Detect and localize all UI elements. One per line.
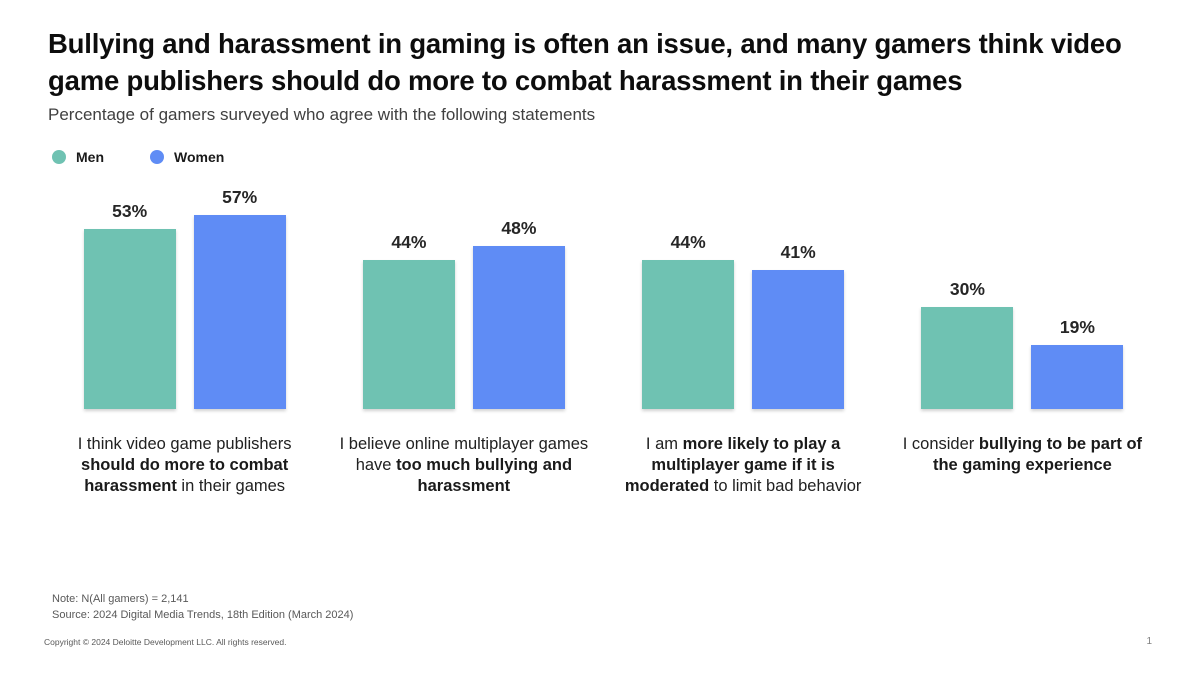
chart-group: 44% 48% I believe online multiplayer games…: [324, 183, 603, 497]
bar-men: [642, 259, 735, 410]
bar-value-label: 44%: [391, 231, 427, 252]
category-label-segment: I think video game publishers: [77, 435, 292, 454]
bar-value-label: 53%: [112, 200, 148, 221]
chart-group: 30% 19% I consider bullying to be part of …: [883, 183, 1162, 497]
bar-pair: 30% 19%: [921, 183, 1124, 410]
category-label: I am more likely to play a multiplayer g…: [614, 434, 872, 497]
bar-value-label: 57%: [222, 187, 258, 208]
category-label-segment: too much bullying and harassment: [396, 456, 573, 496]
category-label-segment: in their games: [176, 477, 286, 496]
bar-pair: 44% 41%: [642, 183, 845, 410]
copyright-text: Copyright © 2024 Deloitte Development LL…: [44, 636, 287, 647]
chart-group: 53% 57% I think video game publishers shou…: [45, 183, 324, 497]
category-label: I think video game publishers should do …: [56, 434, 314, 497]
bar-women: [472, 245, 565, 410]
page-title: Bullying and harassment in gaming is oft…: [48, 28, 1122, 96]
category-label-segment: I believe online multiplayer games have: [339, 435, 589, 475]
bar-men: [362, 259, 455, 410]
legend-item-men: Men: [52, 149, 104, 165]
legend-label: Men: [76, 149, 104, 166]
bar-column-men: 30%: [921, 279, 1014, 410]
category-label-segment: bullying to be part of the gaming experi…: [932, 435, 1143, 475]
bar-column-women: 48%: [472, 217, 565, 410]
bar-column-men: 44%: [642, 231, 735, 410]
bar-pair: 53% 57%: [83, 183, 286, 410]
category-label-segment: I consider: [902, 435, 979, 454]
footer: Copyright © 2024 Deloitte Development LL…: [44, 636, 1152, 647]
legend-dot-icon: [150, 150, 164, 165]
bar-column-women: 19%: [1031, 316, 1124, 410]
footnotes: Note: N(All gamers) = 2,141 Source: 2024…: [52, 592, 353, 624]
bar-column-women: 41%: [752, 241, 845, 410]
bar-pair: 44% 48%: [362, 183, 565, 410]
category-label: I believe online multiplayer games have …: [335, 434, 593, 497]
category-label-segment: more likely to play a multiplayer game i…: [624, 435, 841, 496]
bar-column-men: 44%: [362, 231, 455, 410]
category-label-segment: to limit bad behavior: [709, 477, 862, 496]
chart-groups: 53% 57% I think video game publishers shou…: [45, 183, 1162, 497]
bar-men: [921, 307, 1014, 410]
bar-women: [1031, 344, 1124, 410]
bar-value-label: 41%: [780, 241, 816, 262]
chart-group: 44% 41% I am more likely to play a multipl…: [604, 183, 883, 497]
bar-women: [752, 269, 845, 410]
legend-label: Women: [174, 149, 225, 166]
legend-dot-icon: [52, 150, 66, 165]
bar-value-label: 48%: [501, 217, 537, 238]
bar-column-men: 53%: [83, 200, 176, 410]
bar-women: [193, 215, 286, 410]
bar-value-label: 44%: [670, 231, 706, 252]
legend-item-women: Women: [150, 149, 224, 165]
category-label-segment: I am: [645, 435, 683, 454]
chart-subtitle: Percentage of gamers surveyed who agree …: [48, 105, 596, 125]
bar-men: [83, 228, 176, 410]
bar-value-label: 19%: [1059, 316, 1095, 337]
chart-legend: Men Women: [52, 149, 1200, 165]
page-number: 1: [1146, 636, 1152, 647]
category-label: I consider bullying to be part of the ga…: [893, 434, 1151, 476]
bar-value-label: 30%: [949, 279, 985, 300]
bar-chart: 53% 57% I think video game publishers shou…: [45, 183, 1162, 497]
note-text: Note: N(All gamers) = 2,141: [52, 593, 189, 605]
source-text: Source: 2024 Digital Media Trends, 18th …: [52, 608, 354, 621]
category-label-segment: should do more to combat harassment: [81, 456, 289, 496]
bar-column-women: 57%: [193, 187, 286, 410]
